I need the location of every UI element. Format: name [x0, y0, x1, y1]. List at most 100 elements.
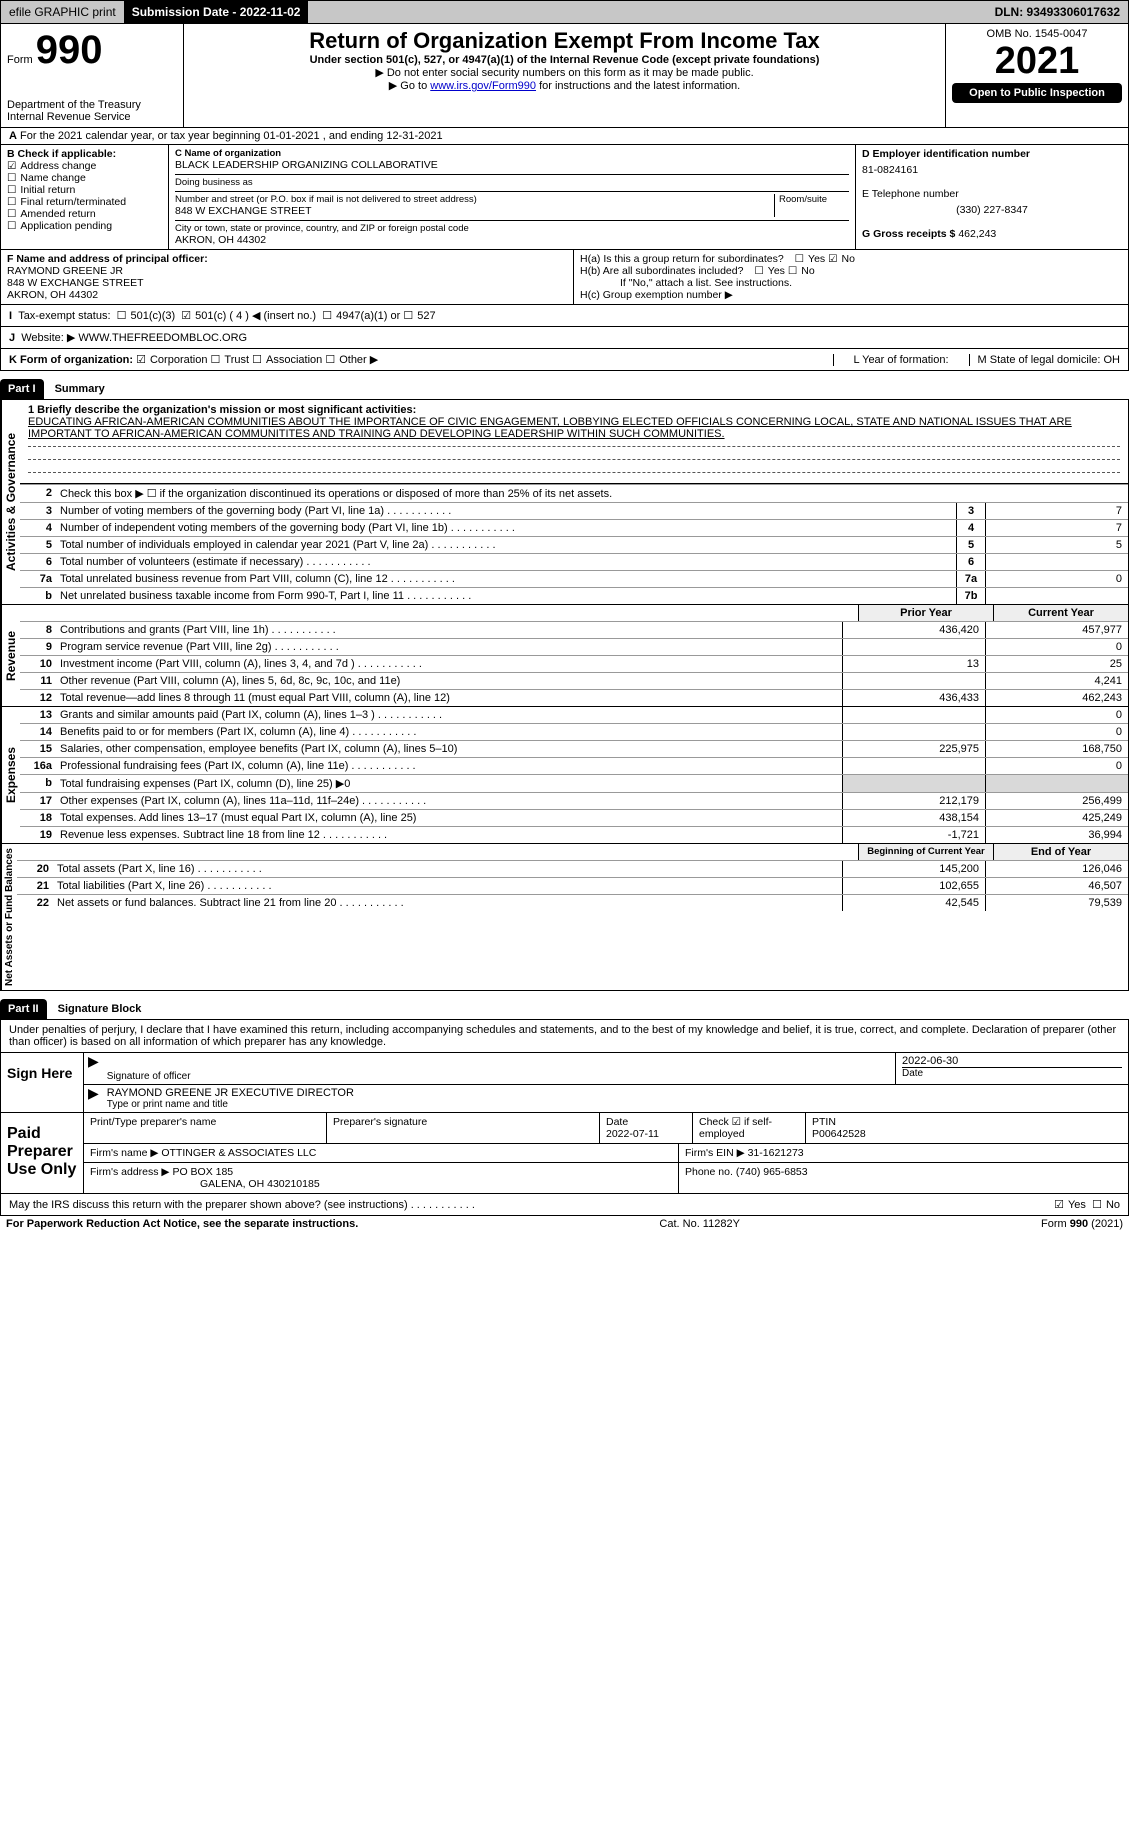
G-label: G Gross receipts $ [862, 228, 955, 240]
c14: 0 [985, 724, 1128, 740]
c15: 168,750 [985, 741, 1128, 757]
l7b: Net unrelated business taxable income fr… [56, 588, 956, 604]
e21: 46,507 [985, 878, 1128, 894]
p8: 436,420 [842, 622, 985, 638]
l11: Other revenue (Part VIII, column (A), li… [56, 673, 842, 689]
J-row: J Website: ▶ WWW.THEFREEDOMBLOC.ORG [0, 327, 1129, 349]
firm-city: GALENA, OH 430210185 [200, 1178, 320, 1190]
arrow-icon-2 [84, 1085, 103, 1112]
c10: 25 [985, 656, 1128, 672]
vlabel-ag: Activities & Governance [1, 400, 20, 604]
Hb: H(b) Are all subordinates included? Yes … [580, 265, 1122, 277]
may-text: May the IRS discuss this return with the… [9, 1199, 475, 1211]
c12: 462,243 [985, 690, 1128, 706]
col-B: B Check if applicable: Address change Na… [1, 145, 169, 249]
v3: 7 [985, 503, 1128, 519]
l16b: Total fundraising expenses (Part IX, col… [56, 775, 842, 792]
head-curr: Current Year [993, 605, 1128, 621]
c8: 457,977 [985, 622, 1128, 638]
check-initial[interactable]: Initial return [7, 184, 162, 196]
Ha-label: H(a) Is this a group return for subordin… [580, 253, 784, 265]
K-other[interactable]: Other ▶ [325, 353, 378, 366]
check-namechange[interactable]: Name change [7, 172, 162, 184]
may-yes[interactable]: Yes [1054, 1198, 1086, 1211]
sig-date-lbl: Date [902, 1067, 1122, 1079]
firm-name: OTTINGER & ASSOCIATES LLC [161, 1147, 316, 1159]
527[interactable]: 527 [403, 309, 435, 322]
bcd-row: B Check if applicable: Address change Na… [0, 145, 1129, 250]
phone: (330) 227-8347 [862, 204, 1122, 216]
irs-label: Internal Revenue Service [7, 111, 177, 123]
e22: 79,539 [985, 895, 1128, 911]
h1: Print/Type preparer's name [84, 1113, 327, 1143]
501c3[interactable]: 501(c)(3) [117, 309, 176, 322]
irs-link[interactable]: www.irs.gov/Form990 [430, 80, 536, 92]
firm-ein: 31-1621273 [748, 1147, 804, 1159]
part1-tab: Part I [0, 379, 44, 399]
H-ifno: If "No," attach a list. See instructions… [580, 277, 1122, 289]
arrow-icon [84, 1053, 103, 1084]
D-label: D Employer identification number [862, 148, 1122, 160]
efile-topbar: efile GRAPHIC print Submission Date - 20… [0, 0, 1129, 24]
check-amended[interactable]: Amended return [7, 208, 162, 220]
col-C: C Name of organization BLACK LEADERSHIP … [169, 145, 856, 249]
K-trust[interactable]: Trust [211, 353, 250, 366]
K-row: K Form of organization: Corporation Trus… [0, 349, 1129, 371]
K-assoc[interactable]: Association [252, 353, 322, 366]
part1-header: Part I Summary [0, 371, 1129, 399]
l18: Total expenses. Add lines 13–17 (must eq… [56, 810, 842, 826]
v7a: 0 [985, 571, 1128, 587]
I-row: I Tax-exempt status: 501(c)(3) 501(c) ( … [0, 305, 1129, 327]
dln: DLN: 93493306017632 [987, 1, 1128, 23]
K-corp[interactable]: Corporation [136, 353, 207, 366]
subtitle: Under section 501(c), 527, or 4947(a)(1)… [190, 54, 939, 66]
l1-label: 1 Briefly describe the organization's mi… [28, 404, 416, 416]
dept-treasury: Department of the Treasury [7, 99, 177, 111]
check-address[interactable]: Address change [7, 160, 162, 172]
p15: 225,975 [842, 741, 985, 757]
fh-row: F Name and address of principal officer:… [0, 250, 1129, 305]
may-no[interactable]: No [1092, 1198, 1120, 1211]
l6: Total number of volunteers (estimate if … [56, 554, 956, 570]
l10: Investment income (Part VIII, column (A)… [56, 656, 842, 672]
expenses-section: Expenses 13Grants and similar amounts pa… [0, 707, 1129, 844]
p17: 212,179 [842, 793, 985, 809]
submission-date: Submission Date - 2022-11-02 [124, 1, 309, 23]
p16b [842, 775, 985, 792]
activities-governance: Activities & Governance 1 Briefly descri… [0, 399, 1129, 605]
l21: Total liabilities (Part X, line 26) [53, 878, 842, 894]
paid-preparer-block: Paid Preparer Use Only Print/Type prepar… [0, 1113, 1129, 1194]
efile-label: efile GRAPHIC print [1, 1, 124, 23]
street: 848 W EXCHANGE STREET [175, 205, 774, 217]
h3: Date [606, 1116, 628, 1128]
v6 [985, 554, 1128, 570]
l7a: Total unrelated business revenue from Pa… [56, 571, 956, 587]
head-end: End of Year [993, 844, 1128, 860]
sig-declaration: Under penalties of perjury, I declare th… [0, 1019, 1129, 1053]
Ha-no[interactable]: No [828, 253, 855, 265]
G-gross: G Gross receipts $ 462,243 [862, 228, 1122, 240]
org-name: BLACK LEADERSHIP ORGANIZING COLLABORATIV… [175, 159, 849, 171]
l15: Salaries, other compensation, employee b… [56, 741, 842, 757]
Ha-yes[interactable]: Yes [795, 253, 826, 265]
4947[interactable]: 4947(a)(1) or [322, 309, 400, 322]
F-street: 848 W EXCHANGE STREET [7, 277, 567, 289]
c13: 0 [985, 707, 1128, 723]
head-beg: Beginning of Current Year [858, 844, 993, 860]
check-application[interactable]: Application pending [7, 220, 162, 232]
c9: 0 [985, 639, 1128, 655]
501c[interactable]: 501(c) ( 4 ) ◀ (insert no.) [181, 309, 316, 322]
open-public: Open to Public Inspection [952, 83, 1122, 103]
head-prior: Prior Year [858, 605, 993, 621]
vlabel-rev: Revenue [1, 605, 20, 706]
revenue-section: Revenue Prior YearCurrent Year 8Contribu… [0, 605, 1129, 707]
F-name: RAYMOND GREENE JR [7, 265, 567, 277]
Hb-yes[interactable]: Yes [754, 265, 785, 277]
room-label: Room/suite [774, 194, 849, 217]
part2-header: Part II Signature Block [0, 991, 1129, 1019]
Hb-no[interactable]: No [788, 265, 815, 277]
c18: 425,249 [985, 810, 1128, 826]
check-final[interactable]: Final return/terminated [7, 196, 162, 208]
K-label: K Form of organization: [9, 354, 133, 366]
v5: 5 [985, 537, 1128, 553]
